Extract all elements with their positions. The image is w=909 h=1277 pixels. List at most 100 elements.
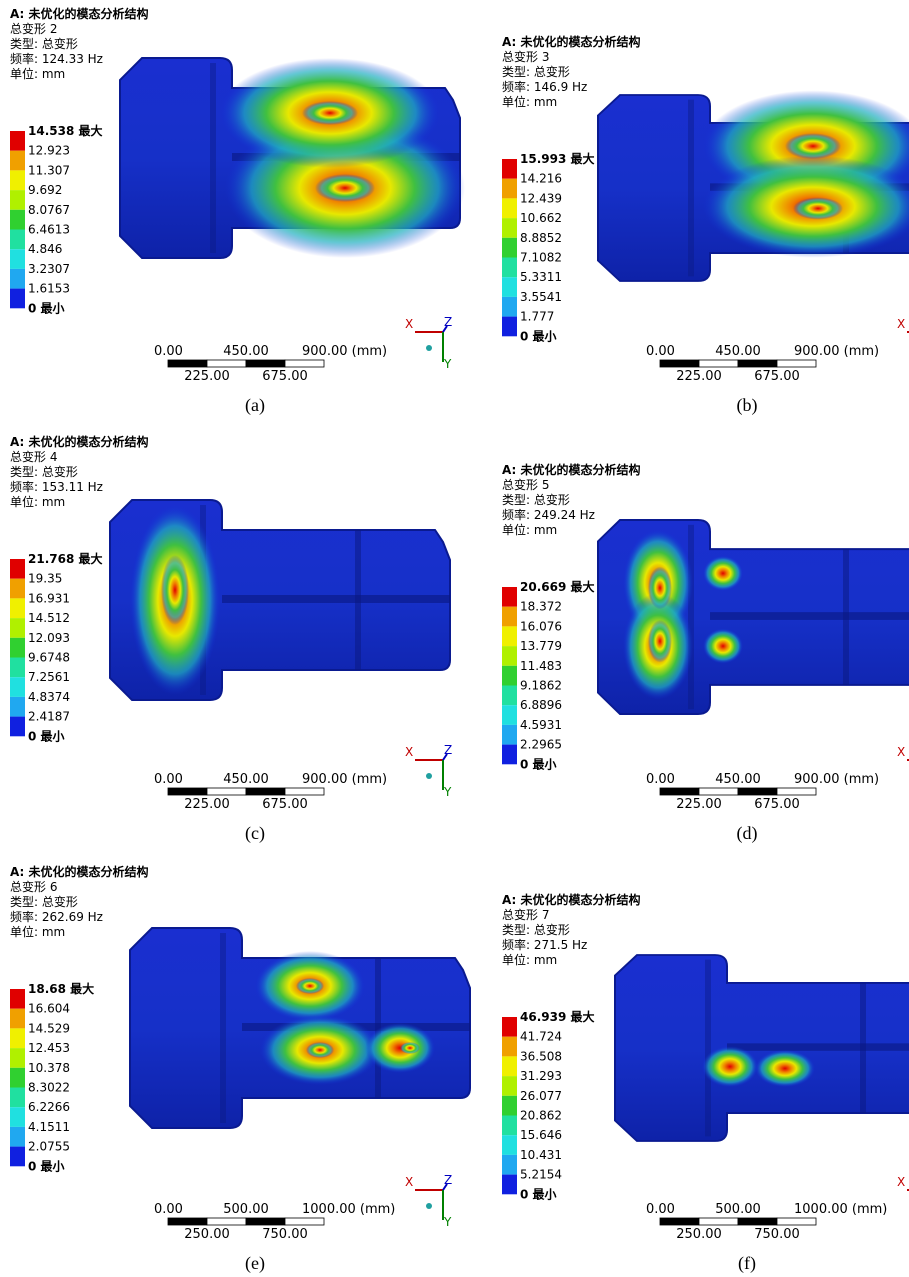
scale-segment (285, 1218, 324, 1225)
model-rib (705, 960, 711, 1137)
legend-band (10, 210, 25, 230)
deformation-hotspot (161, 555, 189, 625)
legend-label: 4.8374 (28, 690, 70, 704)
triad-origin (426, 1203, 432, 1209)
legend-band (502, 238, 517, 258)
legend-label: 19.35 (28, 572, 62, 586)
legend-label: 16.931 (28, 591, 70, 605)
legend-band (502, 1017, 517, 1037)
scale-label: 500.00 (223, 1202, 269, 1217)
result-title: A: 未优化的模态分析结构 (10, 864, 149, 879)
result-type: 类型: 总变形 (10, 894, 78, 909)
scale-label: 225.00 (184, 797, 230, 812)
legend-label: 9.1862 (520, 679, 562, 693)
scale-segment (246, 788, 285, 795)
triad-x: X (405, 1175, 413, 1189)
model-rib (210, 63, 216, 253)
legend-label: 0 最小 (28, 300, 65, 315)
deformation-hotspot (785, 133, 841, 159)
legend-band (10, 151, 25, 171)
legend-label: 3.5541 (520, 290, 562, 304)
deformation-hotspot (793, 197, 843, 219)
result-title: A: 未优化的模态分析结构 (502, 892, 641, 907)
triad-z: Z (444, 743, 452, 757)
legend-band (10, 1048, 25, 1068)
legend-band (10, 1088, 25, 1108)
scale-segment (168, 788, 207, 795)
triad-z: Z (444, 1173, 452, 1187)
legend-label: 10.431 (520, 1148, 562, 1162)
triad-x: X (405, 317, 413, 331)
legend-label: 2.2965 (520, 738, 562, 752)
scale-label: 0.00 (154, 772, 183, 787)
legend-band (10, 1127, 25, 1147)
scale-segment (285, 360, 324, 367)
result-title: A: 未优化的模态分析结构 (502, 34, 641, 49)
result-mode: 总变形 7 (502, 907, 549, 922)
deformation-hotspot (400, 1042, 420, 1054)
result-type: 类型: 总变形 (10, 464, 78, 479)
legend-band (502, 277, 517, 297)
deformation-hotspot (703, 629, 743, 664)
triad-y: Y (443, 357, 452, 371)
legend-band (502, 1037, 517, 1057)
result-title: A: 未优化的模态分析结构 (10, 434, 149, 449)
legend-label: 26.077 (520, 1089, 562, 1103)
legend-label: 10.378 (28, 1061, 70, 1075)
scale-label: 750.00 (262, 1227, 308, 1242)
model-rib (710, 612, 909, 620)
legend-label: 41.724 (520, 1030, 562, 1044)
result-unit: 单位: mm (10, 494, 65, 509)
legend-label: 6.4613 (28, 223, 70, 237)
legend-label: 4.5931 (520, 718, 562, 732)
legend-label: 1.777 (520, 310, 554, 324)
legend-label: 10.662 (520, 211, 562, 225)
scale-label: 0.00 (646, 344, 675, 359)
scale-segment (660, 1218, 699, 1225)
legend-label: 3.2307 (28, 262, 70, 276)
result-frequency: 频率: 153.11 Hz (10, 479, 103, 494)
model-rib (860, 983, 866, 1113)
legend-band (502, 745, 517, 765)
legend-label: 0 最小 (520, 756, 557, 771)
legend-label: 6.8896 (520, 698, 562, 712)
legend-band (10, 190, 25, 210)
legend-band (502, 317, 517, 337)
legend-label: 14.216 (520, 172, 562, 186)
legend-label: 12.439 (520, 191, 562, 205)
legend-band (502, 159, 517, 179)
scale-segment (777, 1218, 816, 1225)
legend-label: 12.093 (28, 631, 70, 645)
scale-segment (738, 360, 777, 367)
legend-label: 2.4187 (28, 710, 70, 724)
model-image (120, 58, 465, 258)
deformation-hotspot (703, 556, 743, 591)
result-frequency: 频率: 146.9 Hz (502, 79, 587, 94)
scale-segment (699, 1218, 738, 1225)
model-rib (222, 595, 450, 603)
legend-label: 0 最小 (520, 328, 557, 343)
legend-band (10, 618, 25, 638)
caption: (a) (245, 395, 265, 416)
scale-segment (207, 788, 246, 795)
legend-label: 11.483 (520, 659, 562, 673)
scale-label: 900.00 (mm) (794, 772, 879, 787)
legend-band (10, 289, 25, 309)
legend-label: 14.529 (28, 1021, 70, 1035)
legend-band (502, 1096, 517, 1116)
legend-band (502, 587, 517, 607)
legend-label: 15.993 最大 (520, 151, 595, 166)
scale-segment (777, 360, 816, 367)
legend-band (10, 1028, 25, 1048)
legend-band (502, 626, 517, 646)
scale-label: 0.00 (154, 1202, 183, 1217)
scale-label: 675.00 (262, 369, 308, 384)
legend-band (502, 705, 517, 725)
legend-band (10, 170, 25, 190)
legend-label: 9.692 (28, 183, 62, 197)
legend-label: 13.779 (520, 639, 562, 653)
legend-label: 4.846 (28, 242, 62, 256)
deformation-hotspot (702, 1046, 758, 1087)
result-unit: 单位: mm (502, 94, 557, 109)
legend-label: 20.862 (520, 1109, 562, 1123)
